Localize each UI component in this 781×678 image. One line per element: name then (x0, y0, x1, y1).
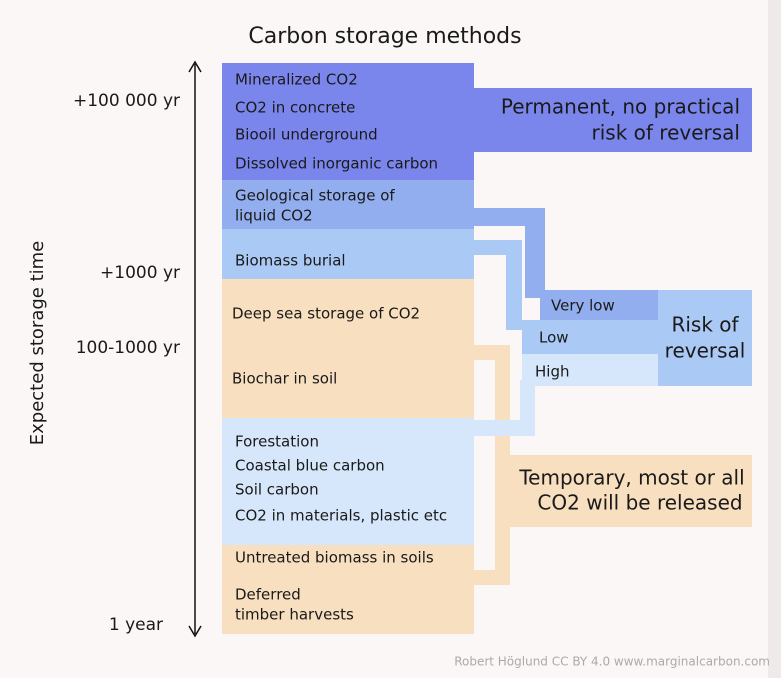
item: Biooil underground (235, 126, 378, 144)
axis-tick: 100-1000 yr (76, 338, 180, 358)
connector (520, 380, 535, 436)
risk-level: Low (539, 329, 569, 347)
axis-tick: 1 year (109, 615, 163, 635)
edge-strip (768, 0, 781, 678)
risk-low (522, 320, 658, 354)
credit: Robert Höglund CC BY 4.0 www.marginalcar… (454, 655, 770, 669)
axis-tick: +1000 yr (100, 263, 180, 283)
box-permanent (222, 63, 474, 180)
connector (474, 420, 535, 436)
item: Biochar in soil (232, 370, 337, 388)
temporary-box (510, 455, 752, 527)
item: Coastal blue carbon (235, 457, 385, 475)
box-geological (222, 180, 474, 229)
item: Geological storage of (235, 187, 395, 205)
item: Untreated biomass in soils (235, 549, 434, 567)
connector (506, 240, 522, 330)
connector (495, 345, 510, 585)
item: CO2 in concrete (235, 99, 355, 117)
axis-tick: +100 000 yr (73, 91, 180, 111)
item: liquid CO2 (235, 207, 313, 225)
item: CO2 in materials, plastic etc (235, 507, 447, 525)
arrow-heads (188, 60, 202, 638)
risk-label: Risk of (671, 313, 739, 337)
temporary-label: Temporary, most or all (518, 466, 744, 490)
permanent-label: risk of reversal (592, 121, 740, 145)
risk-label-box (658, 290, 752, 386)
item: Soil carbon (235, 481, 319, 499)
title: Carbon storage methods (248, 24, 521, 49)
risk-very-low (540, 290, 658, 320)
temporary-label: CO2 will be released (537, 491, 742, 515)
box-untreated (222, 545, 474, 634)
risk-high (522, 354, 658, 386)
item: Forestation (235, 433, 319, 451)
item: timber harvests (235, 606, 354, 624)
box-forestation (222, 418, 474, 545)
risk-level: High (535, 363, 569, 381)
item: Mineralized CO2 (235, 71, 358, 89)
item: Deep sea storage of CO2 (232, 305, 420, 323)
connector (525, 208, 545, 298)
connector (474, 570, 510, 585)
permanent-label: Permanent, no practical (501, 95, 740, 119)
box-deep-sea (222, 279, 474, 418)
permanent-label-box (474, 88, 752, 152)
box-biomass (222, 229, 474, 279)
axis-label: Expected storage time (27, 241, 48, 445)
item: Biomass burial (235, 252, 346, 270)
item: Deferred (235, 586, 301, 604)
risk-label: reversal (665, 339, 746, 363)
risk-level: Very low (551, 297, 615, 315)
item: Dissolved inorganic carbon (235, 155, 438, 173)
